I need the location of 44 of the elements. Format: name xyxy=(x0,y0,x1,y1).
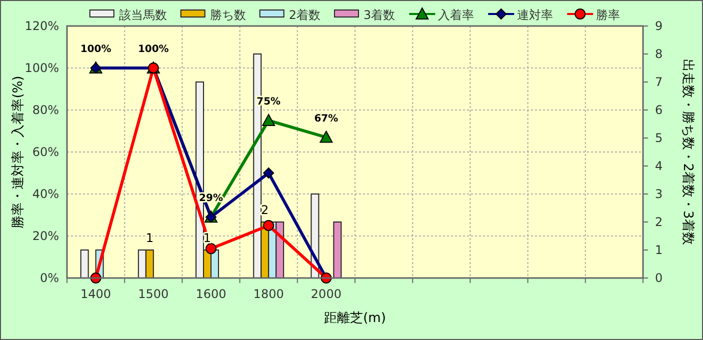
x-tick-label: 1600 xyxy=(196,287,226,301)
y2-tick-label: 3 xyxy=(655,187,663,201)
x-tick-label: 2000 xyxy=(310,287,342,301)
y2-tick-label: 7 xyxy=(655,75,663,89)
point xyxy=(320,130,333,143)
y-tick-label: 20% xyxy=(32,229,59,243)
legend-label: 連対率 xyxy=(517,8,554,22)
y2-tick-label: 0 xyxy=(655,271,663,285)
y2-tick-label: 6 xyxy=(655,103,663,117)
legend-label: 2着数 xyxy=(288,8,320,22)
y-tick-label: 40% xyxy=(32,187,59,201)
bar xyxy=(80,250,89,278)
y-tick-label: 60% xyxy=(32,145,59,159)
y2-tick-label: 8 xyxy=(655,47,663,61)
legend-label: 入着率 xyxy=(438,8,474,22)
x-tick-label: 1800 xyxy=(253,287,284,301)
bar xyxy=(333,222,342,278)
y-tick-label: 80% xyxy=(32,103,59,117)
point xyxy=(263,220,274,231)
data-label: 1 xyxy=(146,231,154,245)
data-label: 100% xyxy=(138,44,169,55)
legend-label: 該当馬数 xyxy=(118,8,167,22)
data-label: 2 xyxy=(261,203,269,217)
y-axis-title: 勝率・連対率・入着率(%) xyxy=(10,76,26,228)
point xyxy=(263,168,274,178)
data-label: 67% xyxy=(314,113,338,124)
data-label: 100% xyxy=(80,44,112,55)
y-tick-label: 0% xyxy=(40,271,59,285)
y2-tick-label: 5 xyxy=(655,131,663,145)
legend-label: 3着数 xyxy=(364,8,396,22)
y2-tick-label: 2 xyxy=(655,215,663,229)
legend-label: 勝率 xyxy=(596,8,620,22)
y2-tick-label: 1 xyxy=(655,243,663,257)
x-tick-label: 1500 xyxy=(138,287,169,301)
y-tick-label: 100% xyxy=(24,61,59,75)
y2-tick-label: 4 xyxy=(655,159,663,173)
point xyxy=(262,114,276,126)
legend-label: 勝ち数 xyxy=(210,8,246,22)
x-axis-title: 距離芝(m) xyxy=(324,311,386,326)
y-tick-label: 120% xyxy=(24,19,59,33)
x-tick-label: 1400 xyxy=(80,287,112,301)
y2-axis-title: 出走数・勝ち数・2着数・3着数 xyxy=(680,59,696,245)
y2-tick-label: 9 xyxy=(655,19,663,33)
point xyxy=(206,243,216,254)
